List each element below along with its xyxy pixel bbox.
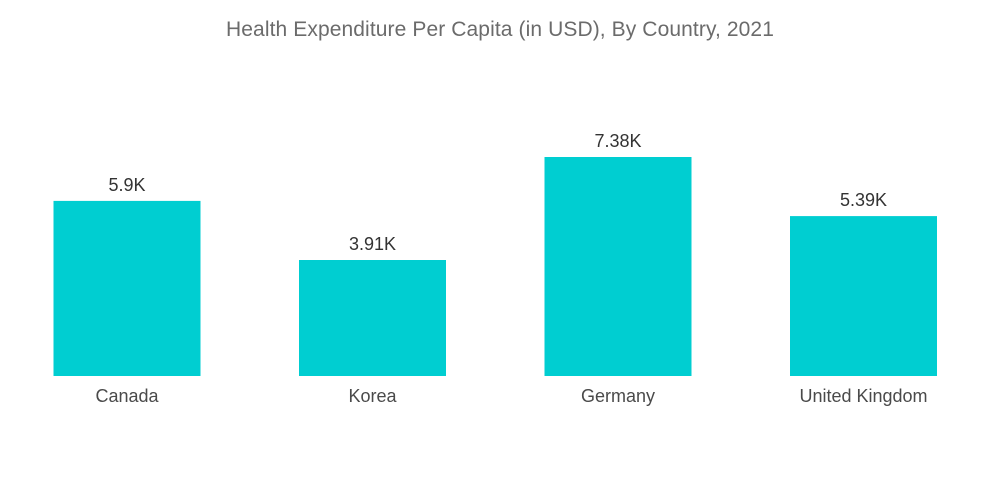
data-label: 5.39K	[840, 190, 887, 210]
x-tick-label: Germany	[581, 386, 655, 406]
bar-canada	[53, 200, 201, 376]
x-tick-label: United Kingdom	[799, 386, 927, 406]
data-label: 3.91K	[349, 234, 396, 254]
data-label: 7.38K	[594, 131, 641, 151]
bar-germany	[544, 157, 692, 376]
data-label: 5.9K	[108, 175, 145, 195]
chart-title: Health Expenditure Per Capita (in USD), …	[226, 18, 774, 41]
bar-korea	[299, 260, 446, 376]
bar-united-kingdom	[790, 216, 937, 376]
x-tick-label: Korea	[348, 386, 397, 406]
x-tick-label: Canada	[95, 386, 159, 406]
